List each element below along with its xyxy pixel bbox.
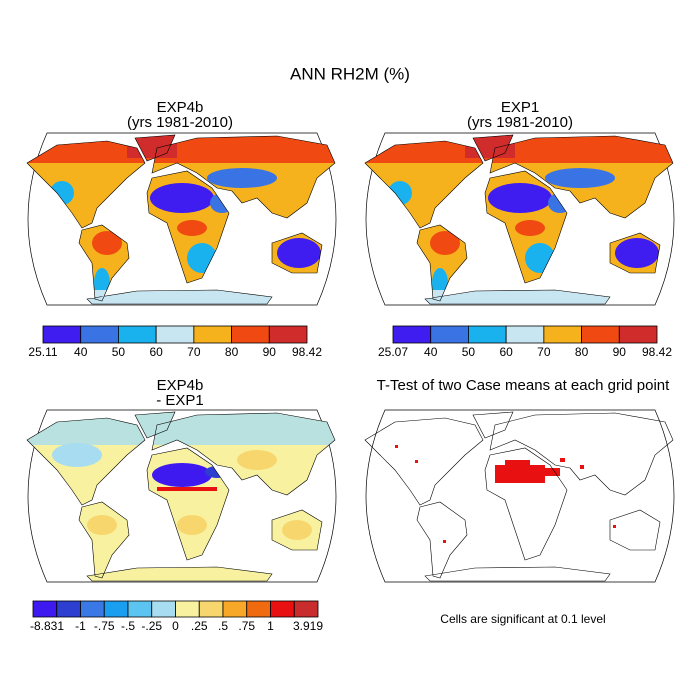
- map: [26, 409, 337, 583]
- colorbar-box: [392, 325, 432, 344]
- colorbar-label: 90: [613, 345, 627, 359]
- colorbar-box: [270, 600, 295, 618]
- colorbar-box: [543, 325, 582, 344]
- colorbar-label: 1: [267, 619, 274, 633]
- colorbar-box: [151, 600, 176, 618]
- colorbar-box: [293, 600, 319, 618]
- panel-title: EXP4b: [157, 377, 204, 394]
- colorbar-label: -.75: [94, 619, 115, 633]
- colorbar-label: .25: [191, 619, 208, 633]
- colorbar-box: [581, 325, 620, 344]
- colorbar-box: [246, 600, 271, 618]
- panel-subtitle: (yrs 1981-2010): [467, 114, 573, 131]
- colorbar-label: 0: [172, 619, 179, 633]
- colorbar-box: [618, 325, 658, 344]
- colorbar-label: .5: [218, 619, 228, 633]
- colorbar-box: [80, 325, 119, 344]
- colorbar-label: 98.42: [292, 345, 322, 359]
- panel-subtitle: - EXP1: [156, 392, 204, 409]
- colorbar-label: 60: [499, 345, 513, 359]
- colorbar-box: [42, 325, 82, 344]
- panel-title: T-Test of two Case means at each grid po…: [377, 377, 670, 394]
- colorbar-label: 3.919: [293, 619, 323, 633]
- panel-title: EXP1: [501, 99, 539, 116]
- colorbar-box: [118, 325, 157, 344]
- colorbar-box: [32, 600, 58, 618]
- colorbar-box: [222, 600, 248, 618]
- colorbar-label: 25.11: [28, 345, 57, 359]
- colorbar-label: 80: [225, 345, 239, 359]
- colorbar-label: 70: [187, 345, 201, 359]
- colorbar-label: 98.42: [642, 345, 672, 359]
- colorbar-box: [198, 600, 224, 618]
- colorbar-box: [231, 325, 270, 344]
- colorbar-box: [103, 600, 129, 618]
- panel-title: EXP4b: [157, 99, 204, 116]
- colorbar-label: -.25: [141, 619, 162, 633]
- colorbar-label: 25.07: [378, 345, 408, 359]
- panel-subtitle: (yrs 1981-2010): [127, 114, 233, 131]
- colorbar-label: -1: [75, 619, 86, 633]
- colorbar-box: [430, 325, 469, 344]
- colorbar-label: 50: [112, 345, 126, 359]
- colorbar-box: [505, 325, 545, 344]
- colorbar-label: -8.831: [30, 619, 64, 633]
- colorbar-label: 50: [462, 345, 476, 359]
- map: [17, 133, 347, 305]
- colorbar-box: [468, 325, 507, 344]
- colorbar-box: [268, 325, 308, 344]
- colorbar-box: [155, 325, 195, 344]
- colorbar-box: [175, 600, 200, 618]
- colorbar-label: 40: [74, 345, 88, 359]
- colorbar-box: [80, 600, 105, 618]
- colorbar-box: [193, 325, 232, 344]
- colorbar-label: 80: [575, 345, 589, 359]
- figure-title: ANN RH2M (%): [290, 64, 410, 83]
- colorbar-label: -.5: [121, 619, 135, 633]
- map: [355, 133, 685, 305]
- colorbar-box: [56, 600, 81, 618]
- panel-note: Cells are significant at 0.1 level: [440, 612, 605, 626]
- colorbar-box: [127, 600, 153, 618]
- colorbar-label: 40: [424, 345, 438, 359]
- colorbar-label: 70: [537, 345, 551, 359]
- colorbar-label: .75: [238, 619, 255, 633]
- colorbar-label: 60: [149, 345, 163, 359]
- colorbar-label: 90: [263, 345, 277, 359]
- map: [364, 409, 675, 583]
